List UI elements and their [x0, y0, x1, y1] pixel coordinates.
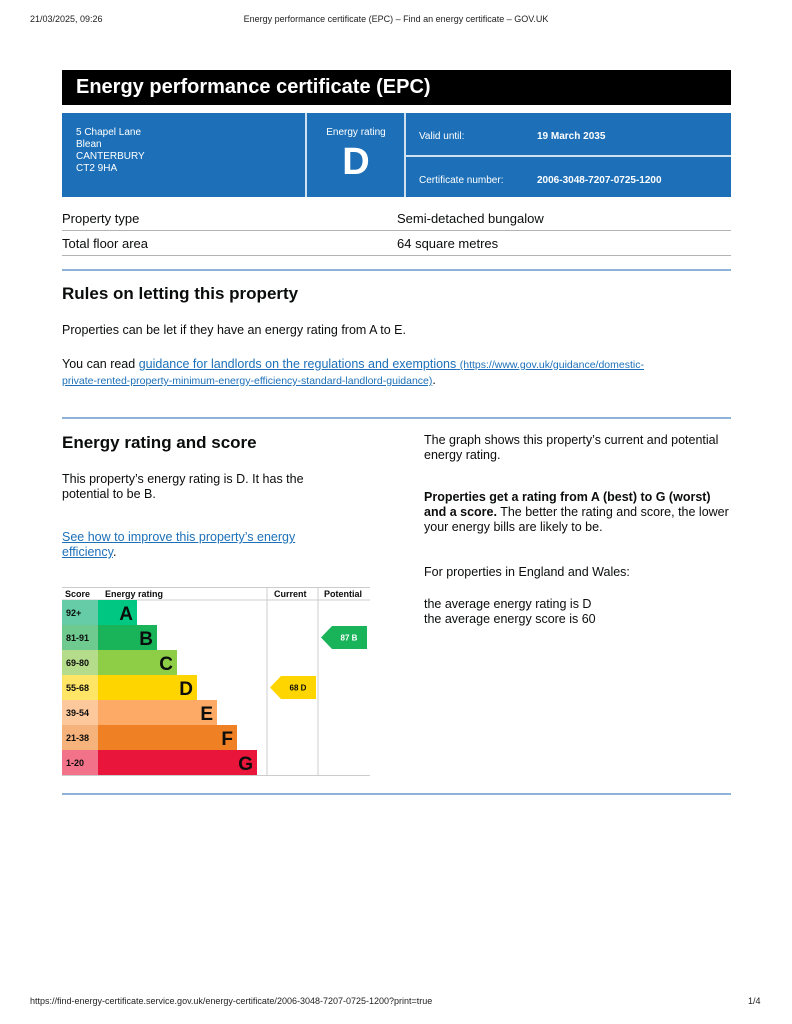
improve-efficiency-link[interactable]: See how to improve this property’s energ… [62, 530, 296, 559]
score-range-F: 21-38 [66, 733, 89, 743]
rating-letter-F: F [221, 729, 233, 750]
current-header: Current [274, 589, 307, 599]
rating-bar-D [98, 675, 197, 700]
score-cell-E [62, 700, 98, 725]
potential-rating-label: 87 B [341, 634, 358, 643]
address: 5 Chapel Lane Blean CANTERBURY CT2 9HA [76, 127, 145, 175]
energy-heading: Energy rating and score [62, 433, 257, 452]
certificate-number-value: 2006-3048-7207-0725-1200 [537, 175, 662, 186]
graph-explanation: The graph shows this property’s current … [424, 433, 719, 462]
energy-rating-letter: D [342, 141, 370, 183]
certificate-summary: 5 Chapel Lane Blean CANTERBURY CT2 9HA E… [62, 113, 731, 197]
rating-bar-A [98, 600, 137, 625]
section-divider [62, 793, 731, 795]
score-header: Score [65, 589, 90, 599]
rating-bar-G [98, 750, 257, 775]
energy-rating-header: Energy rating [105, 589, 163, 599]
score-range-B: 81-91 [66, 633, 89, 643]
section-divider [62, 417, 731, 419]
table-row: Property type Semi-detached bungalow [62, 206, 731, 231]
score-cell-C [62, 650, 98, 675]
current-rating-arrow [270, 676, 316, 699]
floor-area-value: 64 square metres [397, 230, 731, 256]
score-range-G: 1-20 [66, 758, 84, 768]
score-range-A: 92+ [66, 608, 81, 618]
average-rating: the average energy rating is D [424, 597, 592, 611]
address-line: CT2 9HA [76, 163, 118, 174]
page-title: Energy performance certificate (EPC) [62, 70, 731, 105]
text: . [432, 373, 436, 387]
letting-guidance: You can read guidance for landlords on t… [62, 357, 742, 389]
valid-until-value: 19 March 2035 [537, 131, 606, 142]
rating-explanation: Properties get a rating from A (best) to… [424, 490, 729, 534]
property-details: Property type Semi-detached bungalow Tota… [62, 206, 731, 256]
table-row: Total floor area 64 square metres [62, 230, 731, 256]
address-line: CANTERBURY [76, 151, 145, 162]
address-line: 5 Chapel Lane [76, 127, 142, 138]
rating-bar-B [98, 625, 157, 650]
property-type-value: Semi-detached bungalow [397, 206, 731, 231]
property-type-label: Property type [62, 206, 397, 231]
rating-letter-G: G [238, 754, 253, 775]
energy-rating-chart: Score Energy rating Current Potential 92+ A 81… [62, 587, 370, 776]
rating-letter-B: B [139, 629, 153, 650]
energy-text: This property’s energy rating is D. It h… [62, 472, 304, 501]
text: You can read [62, 357, 139, 371]
score-cell-G [62, 750, 98, 775]
section-divider [62, 269, 731, 271]
score-range-D: 55-68 [66, 683, 89, 693]
current-rating-label: 68 D [290, 684, 307, 693]
score-range-E: 39-54 [66, 708, 89, 718]
certificate-number-label: Certificate number: [419, 175, 504, 186]
rating-letter-E: E [200, 704, 213, 725]
rating-letter-C: C [159, 654, 173, 675]
address-line: Blean [76, 139, 102, 150]
rating-bar-F [98, 725, 237, 750]
letting-text: Properties can be let if they have an en… [62, 323, 406, 337]
divider [305, 113, 307, 197]
score-cell-D [62, 675, 98, 700]
potential-header: Potential [324, 589, 362, 599]
rating-bar-E [98, 700, 217, 725]
landlord-guidance-link[interactable]: guidance for landlords on the regulation… [62, 357, 644, 387]
rating-letter-A: A [119, 604, 133, 625]
print-datetime: 21/03/2025, 09:26 [30, 14, 103, 24]
score-cell-A [62, 600, 98, 625]
floor-area-label: Total floor area [62, 230, 397, 256]
energy-rating-label: Energy rating [326, 127, 386, 138]
divider [405, 155, 731, 157]
letting-heading: Rules on letting this property [62, 284, 299, 303]
score-cell-B [62, 625, 98, 650]
score-range-C: 69-80 [66, 658, 89, 668]
valid-until-label: Valid until: [419, 131, 465, 142]
england-wales-text: For properties in England and Wales: [424, 565, 630, 579]
improve-paragraph: See how to improve this property’s energ… [62, 530, 296, 559]
print-page-number: 1/4 [748, 996, 761, 1006]
print-title: Energy performance certificate (EPC) – F… [243, 14, 549, 24]
print-url: https://find-energy-certificate.service.… [30, 996, 433, 1006]
average-score: the average energy score is 60 [424, 612, 596, 626]
score-cell-F [62, 725, 98, 750]
rating-bar-C [98, 650, 177, 675]
potential-rating-arrow [321, 626, 367, 649]
rating-letter-D: D [179, 679, 193, 700]
